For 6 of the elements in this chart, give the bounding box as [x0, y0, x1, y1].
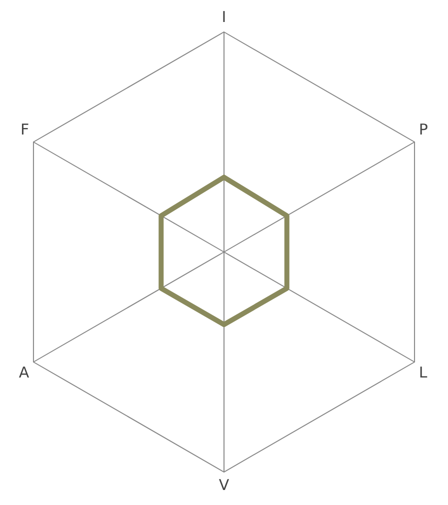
spoke-label: A	[18, 363, 30, 382]
spoke-label: L	[418, 363, 428, 382]
spoke-label: F	[20, 120, 30, 138]
spoke-label: V	[218, 476, 230, 494]
spoke-label: I	[222, 8, 226, 26]
spoke-label: P	[418, 120, 428, 138]
